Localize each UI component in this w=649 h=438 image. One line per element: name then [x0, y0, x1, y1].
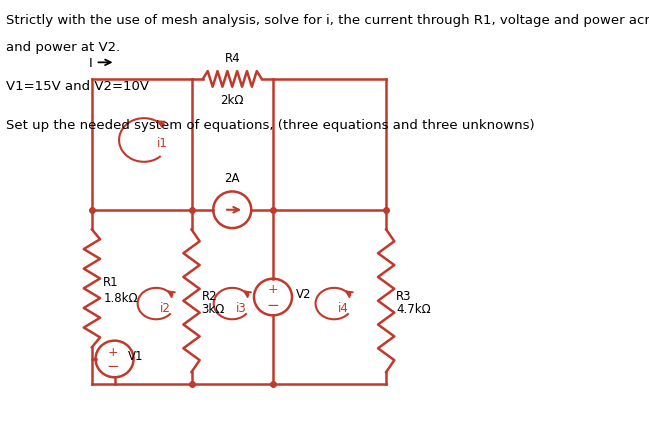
Text: R2: R2	[201, 290, 217, 302]
Text: and power at V2.: and power at V2.	[6, 41, 120, 53]
Text: −: −	[267, 298, 279, 313]
Text: 2A: 2A	[225, 172, 240, 185]
Text: +: +	[267, 282, 278, 295]
Text: V1=15V and V2=10V: V1=15V and V2=10V	[6, 80, 149, 93]
Text: R4: R4	[225, 52, 240, 64]
Text: −: −	[106, 359, 119, 374]
Text: 2kΩ: 2kΩ	[221, 94, 244, 106]
Text: i3: i3	[236, 301, 247, 314]
Text: 4.7kΩ: 4.7kΩ	[396, 302, 431, 315]
Text: 1.8kΩ: 1.8kΩ	[103, 291, 138, 304]
Text: V2: V2	[296, 287, 311, 300]
Text: V1: V1	[128, 349, 143, 362]
Text: R1: R1	[103, 276, 119, 289]
Text: i1: i1	[156, 136, 167, 149]
Text: i4: i4	[337, 301, 349, 314]
Text: +: +	[108, 345, 118, 358]
Text: R3: R3	[396, 290, 411, 302]
Text: 3kΩ: 3kΩ	[201, 302, 225, 315]
Text: Strictly with the use of mesh analysis, solve for i, the current through R1, vol: Strictly with the use of mesh analysis, …	[6, 14, 649, 28]
Text: i2: i2	[160, 301, 171, 314]
Text: Set up the needed system of equations, (three equations and three unknowns): Set up the needed system of equations, (…	[6, 119, 535, 132]
Text: I: I	[89, 57, 93, 70]
